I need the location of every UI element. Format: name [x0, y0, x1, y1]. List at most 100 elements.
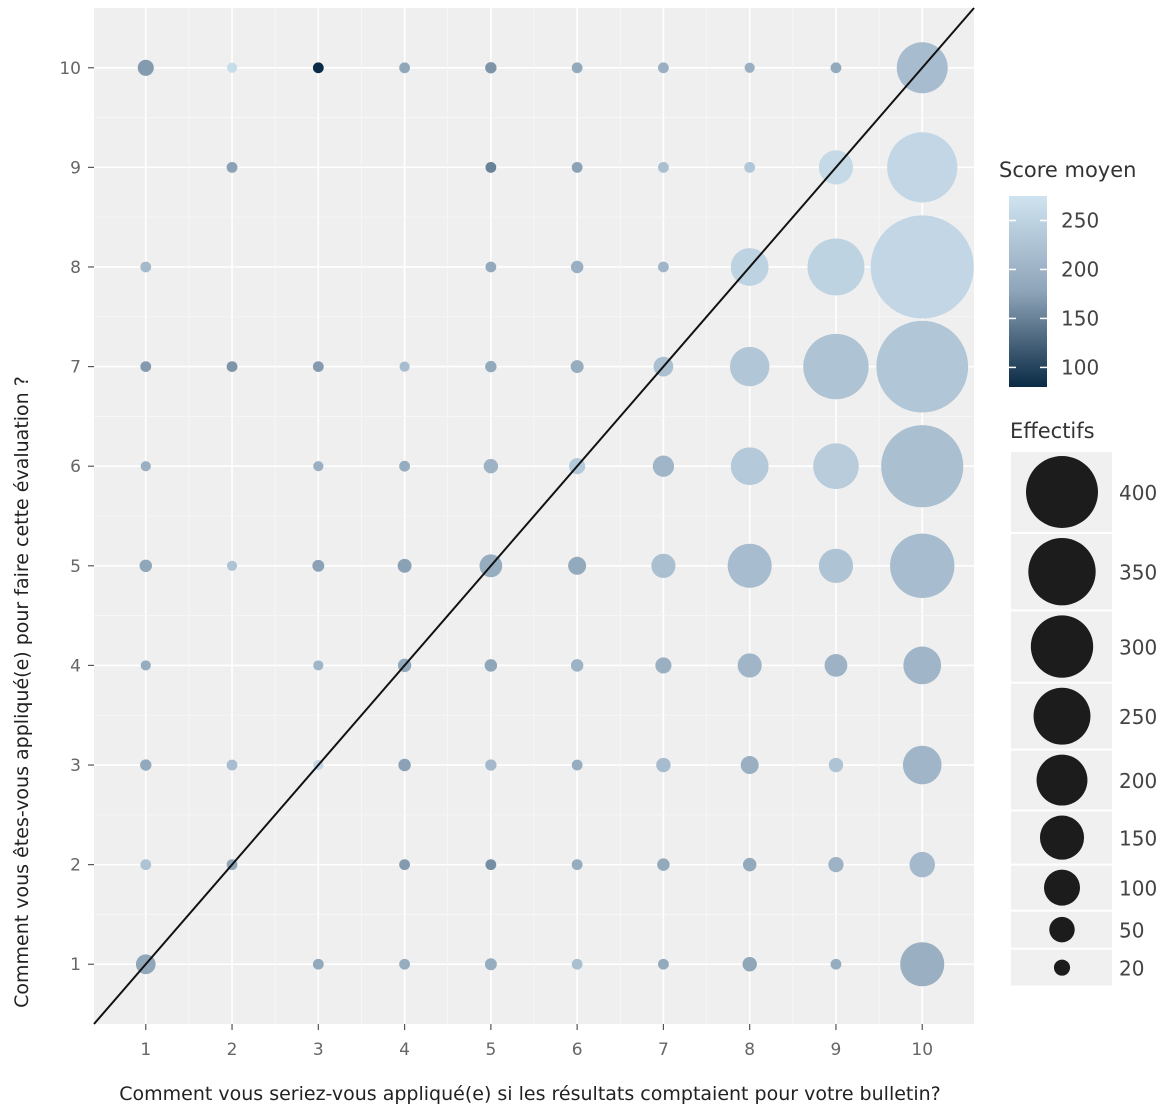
data-point — [483, 458, 499, 474]
data-point — [902, 745, 942, 785]
y-axis-title: Comment vous êtes-vous appliqué(e) pour … — [11, 376, 33, 1008]
color-legend-label: 100 — [1061, 355, 1099, 379]
x-tick-label: 4 — [399, 1040, 410, 1060]
data-point — [571, 859, 583, 871]
y-tick-label: 2 — [70, 856, 81, 876]
data-point — [807, 238, 865, 296]
x-tick-label: 2 — [227, 1040, 238, 1060]
y-tick-label: 8 — [70, 258, 81, 278]
data-point — [312, 62, 324, 74]
data-point — [570, 659, 584, 672]
data-point — [226, 62, 238, 73]
data-point — [571, 161, 583, 173]
data-point — [485, 261, 497, 273]
x-tick-label: 9 — [831, 1040, 842, 1060]
data-point — [399, 361, 410, 372]
data-point — [312, 559, 325, 572]
data-point — [485, 360, 497, 373]
x-tick-label: 8 — [744, 1040, 755, 1060]
data-point — [887, 132, 958, 203]
data-point — [658, 62, 669, 74]
data-point — [399, 460, 410, 472]
data-points — [135, 42, 974, 987]
data-point — [881, 425, 964, 508]
size-legend-circle — [1028, 538, 1096, 606]
y-tick-label: 3 — [70, 756, 81, 776]
y-tick-label: 5 — [70, 557, 81, 577]
data-point — [658, 161, 669, 173]
data-point — [744, 62, 755, 73]
y-tick-label: 4 — [70, 656, 81, 676]
color-legend-bar — [1009, 196, 1047, 387]
data-point — [571, 958, 583, 970]
data-point — [828, 856, 844, 873]
size-legend-label: 200 — [1119, 769, 1157, 793]
data-point — [226, 161, 238, 173]
data-point — [657, 858, 670, 871]
data-point — [742, 857, 757, 872]
data-point — [803, 333, 869, 400]
size-legend-items: 400 350 300 250 200 150 100 50 20 — [1011, 452, 1157, 986]
data-point — [137, 59, 154, 76]
data-point — [818, 548, 854, 583]
data-point — [399, 859, 410, 871]
size-legend-circle — [1044, 869, 1080, 906]
x-tick-label: 1 — [140, 1040, 151, 1060]
data-point — [742, 957, 757, 972]
data-point — [570, 260, 584, 274]
data-point — [900, 942, 945, 987]
x-tick-label: 6 — [572, 1040, 583, 1060]
size-legend-circle — [1036, 754, 1088, 806]
y-tick-label: 6 — [70, 457, 81, 477]
data-point — [658, 958, 669, 970]
color-legend-label: 200 — [1061, 257, 1099, 281]
data-point — [651, 553, 676, 578]
data-point — [652, 455, 675, 477]
data-point — [737, 653, 762, 678]
y-axis-ticks: 1 2 3 4 5 6 7 8 9 10 — [59, 59, 94, 975]
color-legend: Score moyen 250 200 150 100 — [999, 158, 1136, 387]
x-tick-label: 7 — [658, 1040, 669, 1060]
size-legend-label: 400 — [1119, 481, 1157, 505]
size-legend-label: 250 — [1119, 705, 1157, 729]
data-point — [312, 958, 324, 970]
size-legend-label: 100 — [1119, 877, 1157, 901]
size-legend-circle — [1026, 456, 1098, 528]
size-legend-label: 20 — [1119, 957, 1144, 981]
data-point — [830, 958, 842, 970]
data-point — [140, 461, 151, 472]
color-legend-label: 250 — [1061, 208, 1099, 232]
size-legend-label: 350 — [1119, 561, 1157, 585]
data-point — [140, 261, 152, 273]
data-point — [813, 443, 859, 489]
data-point — [870, 215, 974, 319]
data-point — [876, 320, 969, 413]
reference-line-y-equals-x — [93, 7, 975, 1025]
data-point — [485, 759, 497, 771]
data-point — [909, 851, 935, 878]
data-point — [485, 62, 497, 74]
data-point — [312, 361, 324, 372]
y-tick-label: 1 — [70, 955, 81, 975]
grid-lines — [94, 8, 974, 1024]
size-legend-title: Effectifs — [1010, 419, 1095, 443]
data-point — [140, 759, 152, 771]
y-tick-label: 7 — [70, 358, 81, 378]
data-point — [890, 533, 955, 599]
data-point — [571, 759, 583, 771]
data-point — [903, 646, 942, 685]
data-point — [730, 447, 769, 486]
size-legend-circle — [1053, 959, 1071, 976]
x-tick-label: 3 — [313, 1040, 324, 1060]
data-point — [140, 660, 151, 671]
data-point — [140, 859, 152, 871]
data-point — [226, 361, 238, 372]
data-point — [484, 659, 498, 672]
data-point — [571, 62, 583, 74]
size-legend-label: 300 — [1119, 636, 1157, 660]
data-point — [568, 556, 587, 575]
data-point — [824, 654, 848, 677]
data-point — [226, 560, 238, 571]
data-point — [313, 660, 324, 671]
